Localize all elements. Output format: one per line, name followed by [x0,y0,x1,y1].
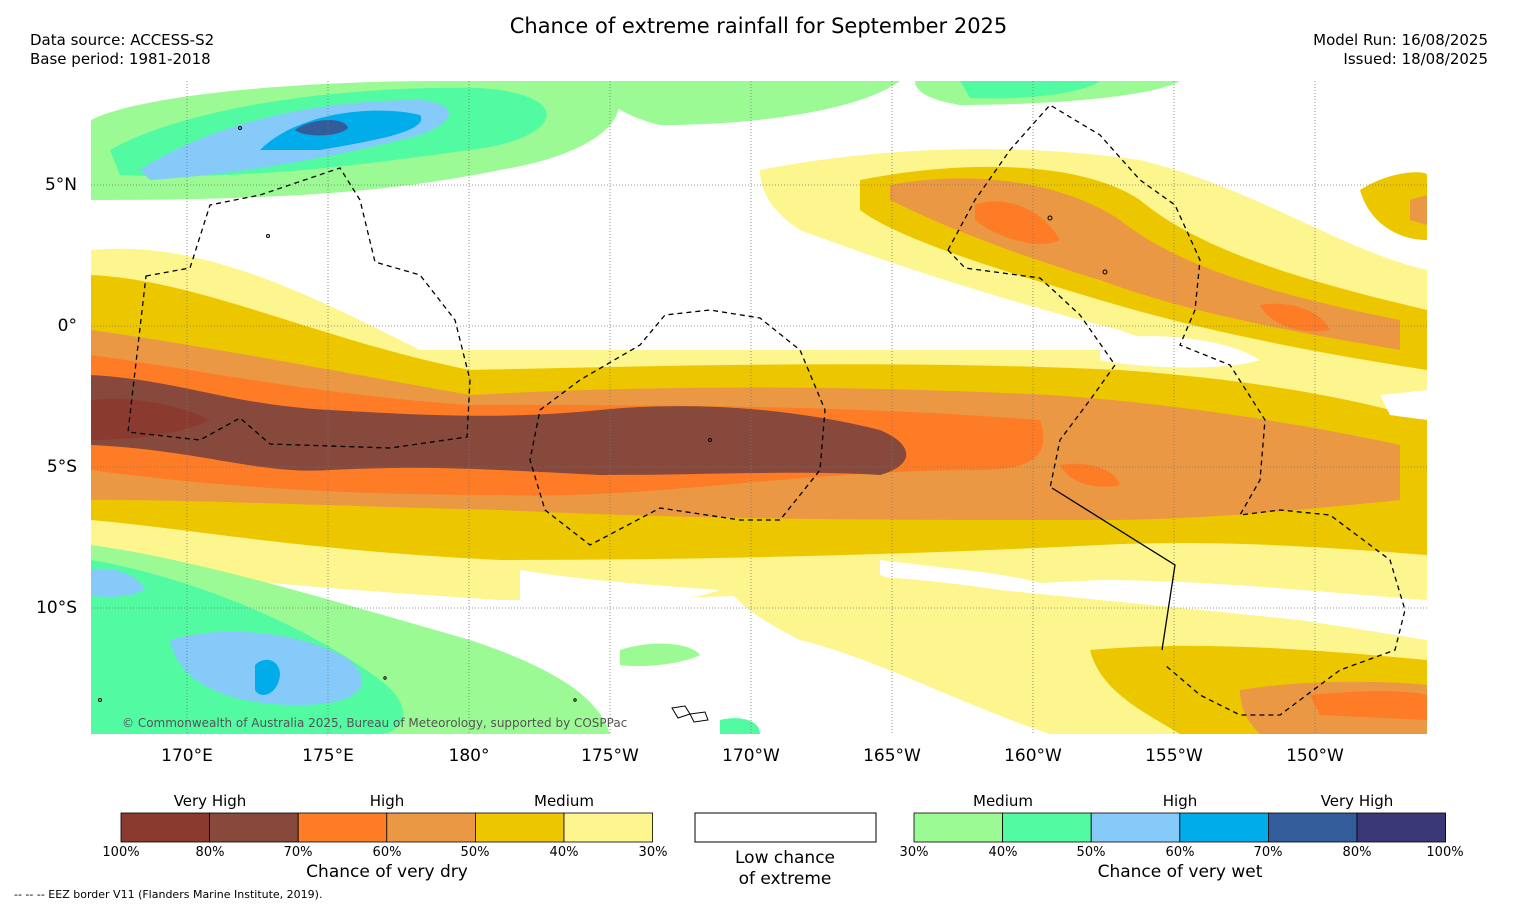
map-title: Chance of extreme rainfall for September… [509,14,1008,38]
wet-tick: 60% [1165,845,1195,860]
dry-tick: 40% [549,845,579,860]
wet-group-label: Medium [973,792,1033,810]
dry-tick: 30% [638,845,668,860]
boundary-line [1051,487,1176,651]
wet-tick: 70% [1253,845,1283,860]
lat-label: 5°S [46,457,77,477]
dry-caption: Chance of very dry [306,862,468,882]
dry-group-label: Very High [173,792,247,810]
dry-tick: 60% [372,845,402,860]
wet-tick: 100% [1426,845,1464,860]
lon-label: 175°W [581,746,639,766]
dry-tick: 70% [283,845,313,860]
wet-tick: 80% [1342,845,1372,860]
map-field [91,81,1427,734]
lon-label: 175°E [302,746,354,766]
lat-label: 0° [57,316,77,336]
dry-tick: 100% [102,845,140,860]
wet-tick: 50% [1076,845,1106,860]
wet-caption: Chance of very wet [1097,862,1263,882]
islands [98,126,1108,723]
wet-group-label: High [1162,792,1198,810]
data-source-label: Data source: ACCESS-S2 [30,31,215,49]
neutral-caption-line1: Low chance [735,848,835,868]
lon-label: 165°W [863,746,921,766]
eez-borders [127,104,1406,716]
wet-group-label: Very High [1320,792,1394,810]
lon-label: 170°E [161,746,213,766]
lon-label: 160°W [1004,746,1062,766]
wet-tick: 30% [899,845,929,860]
very-high-dry-core [91,375,907,475]
copyright-credit: © Commonwealth of Australia 2025, Bureau… [122,716,628,730]
lon-label: 180° [448,746,490,766]
graticule [91,81,1427,734]
base-period-label: Base period: 1981-2018 [30,50,211,68]
dry-tick: 80% [195,845,225,860]
dry-group-label: Medium [534,792,594,810]
lat-label: 5°N [44,175,77,195]
lon-label: 150°W [1286,746,1344,766]
issued-label: Issued: 18/08/2025 [1343,50,1488,68]
neutral-caption-line2: of extreme [738,869,832,889]
wet-tick: 40% [988,845,1018,860]
lat-label: 10°S [36,598,77,618]
lon-label: 155°W [1145,746,1203,766]
lon-label: 170°W [722,746,780,766]
dry-tick: 50% [460,845,490,860]
dry-group-label: High [369,792,405,810]
model-run-label: Model Run: 16/08/2025 [1313,31,1488,49]
eez-footnote: -- -- -- EEZ border V11 (Flanders Marine… [14,888,323,901]
